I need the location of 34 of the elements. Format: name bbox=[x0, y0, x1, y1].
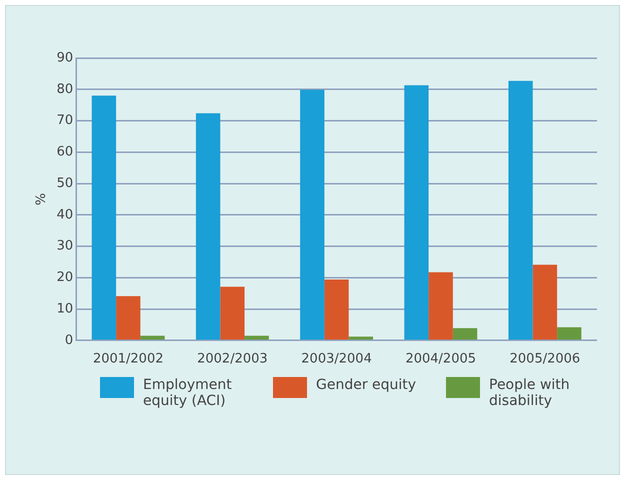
y-axis-title: % bbox=[34, 193, 50, 206]
bar bbox=[428, 272, 453, 340]
y-tick-label: 0 bbox=[64, 332, 74, 348]
bar bbox=[532, 264, 558, 340]
legend-label: People with disability bbox=[489, 377, 571, 409]
x-tick-label: 2005/2006 bbox=[510, 352, 580, 367]
y-tick-label: 90 bbox=[56, 50, 74, 66]
x-tick-label: 2003/2004 bbox=[301, 352, 372, 367]
x-tick-label: 2004/2005 bbox=[405, 352, 476, 367]
y-tick-label: 30 bbox=[56, 238, 74, 254]
bar bbox=[300, 90, 324, 340]
bar bbox=[244, 336, 269, 340]
bar bbox=[140, 336, 165, 340]
bar bbox=[196, 113, 220, 340]
y-tick-label: 50 bbox=[56, 176, 74, 191]
x-tick-label: 2001/2002 bbox=[92, 352, 164, 367]
bar bbox=[508, 80, 533, 340]
bar bbox=[324, 280, 349, 340]
y-tick-label: 20 bbox=[56, 270, 74, 286]
y-tick-label: 70 bbox=[56, 113, 74, 128]
x-tick-label: 2002/2003 bbox=[197, 352, 268, 367]
bar bbox=[452, 328, 478, 340]
bar bbox=[404, 85, 429, 340]
y-tick-label: 40 bbox=[56, 207, 74, 222]
legend-label: Employment equity (ACI) bbox=[143, 377, 233, 409]
y-tick-label: 10 bbox=[56, 301, 74, 316]
legend-label: Gender equity bbox=[316, 377, 418, 393]
bar bbox=[348, 336, 374, 340]
bar bbox=[116, 296, 140, 340]
bar bbox=[557, 327, 582, 340]
bar bbox=[92, 96, 116, 340]
y-tick-label: 80 bbox=[56, 82, 74, 97]
bar bbox=[220, 286, 245, 340]
y-tick-label: 60 bbox=[56, 144, 74, 160]
